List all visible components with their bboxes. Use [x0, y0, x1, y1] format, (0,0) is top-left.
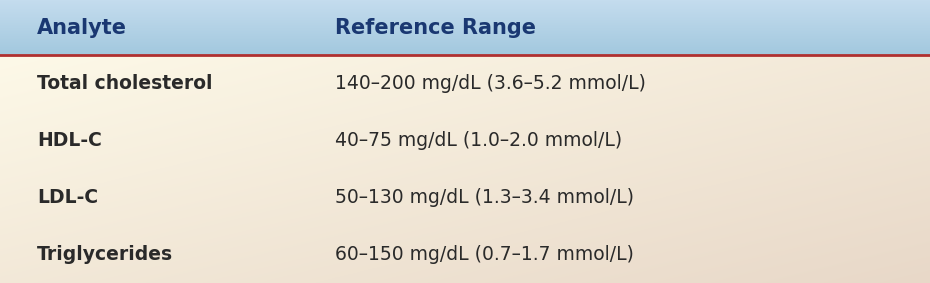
Text: 60–150 mg/dL (0.7–1.7 mmol/L): 60–150 mg/dL (0.7–1.7 mmol/L) — [335, 245, 633, 264]
Text: Triglycerides: Triglycerides — [37, 245, 173, 264]
Text: 50–130 mg/dL (1.3–3.4 mmol/L): 50–130 mg/dL (1.3–3.4 mmol/L) — [335, 188, 634, 207]
Text: 140–200 mg/dL (3.6–5.2 mmol/L): 140–200 mg/dL (3.6–5.2 mmol/L) — [335, 74, 645, 93]
Text: Analyte: Analyte — [37, 18, 127, 38]
Text: LDL-C: LDL-C — [37, 188, 99, 207]
Text: HDL-C: HDL-C — [37, 131, 102, 150]
Text: Reference Range: Reference Range — [335, 18, 536, 38]
Text: Total cholesterol: Total cholesterol — [37, 74, 213, 93]
Text: 40–75 mg/dL (1.0–2.0 mmol/L): 40–75 mg/dL (1.0–2.0 mmol/L) — [335, 131, 622, 150]
